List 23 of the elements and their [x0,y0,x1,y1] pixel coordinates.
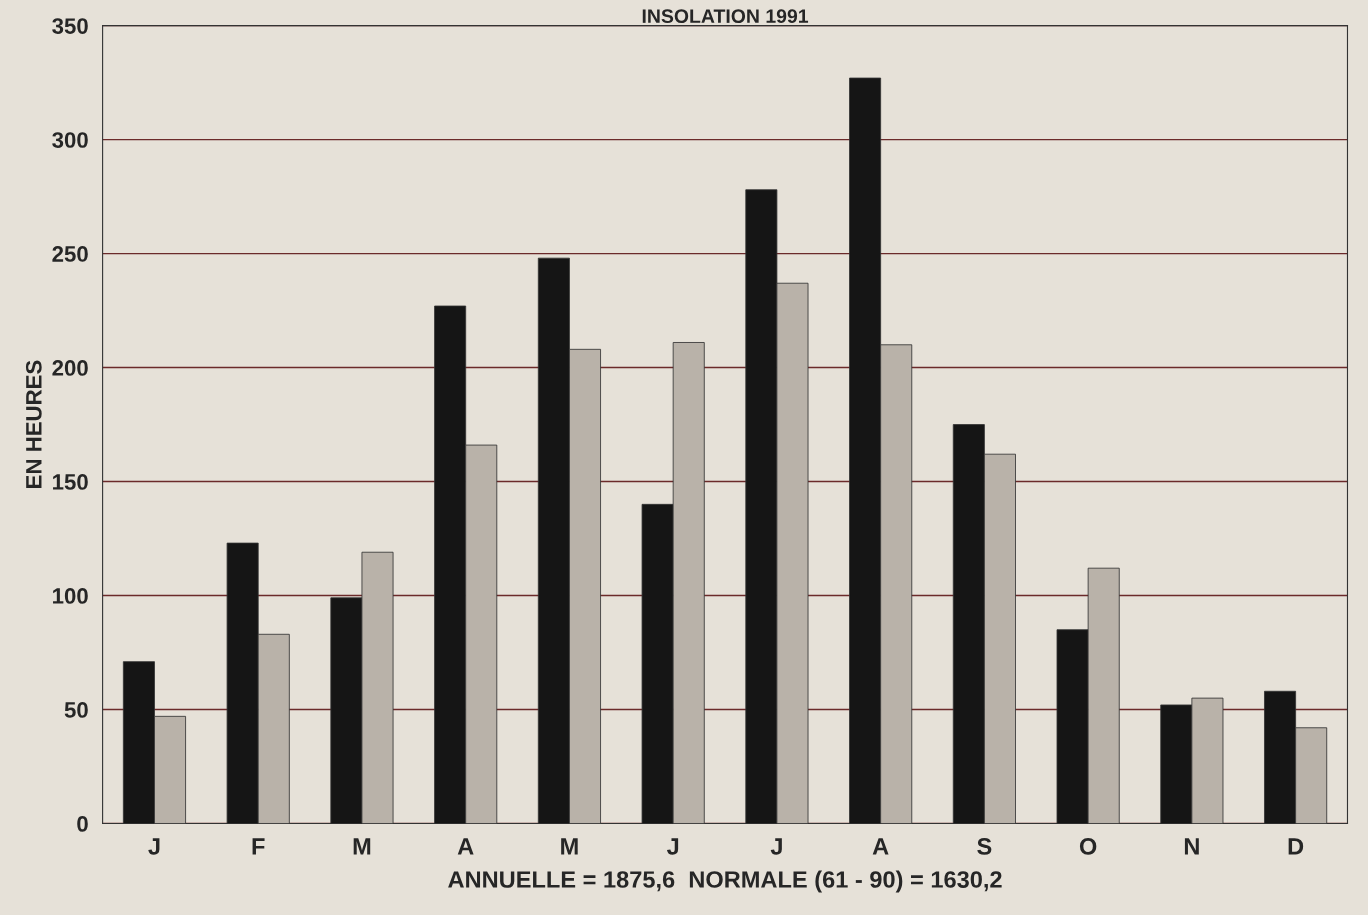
x-tick-label: N [1184,838,1199,855]
chart-title: INSOLATION 1991 [642,9,809,24]
x-tick-label: J [148,838,160,855]
y-tick-label: 300 [52,132,88,148]
x-tick-label: J [666,838,679,855]
x-tick-label: J [770,838,782,855]
y-tick-label: 200 [52,360,88,376]
x-tick-label: M [561,838,578,855]
x-tick-label: F [252,838,265,855]
y-tick-label: 150 [53,474,88,490]
x-tick-label: M [353,838,371,855]
x-tick-label: A [872,838,889,855]
x-axis-title: ANNUELLE = 1875,6 NORMALE (61 - 90) = 1630,2 [448,870,1002,893]
y-tick-label: 0 [77,816,88,832]
x-tick-label: D [1288,838,1304,855]
x-tick-label: O [1079,838,1097,855]
x-tick-label: A [457,838,474,855]
y-tick-label: 250 [52,246,88,262]
y-tick-label: 100 [53,588,88,604]
y-tick-label: 350 [52,18,88,34]
y-axis-title: EN HEURES [25,360,42,488]
y-tick-label: 50 [64,702,88,718]
x-tick-label: S [977,838,992,855]
